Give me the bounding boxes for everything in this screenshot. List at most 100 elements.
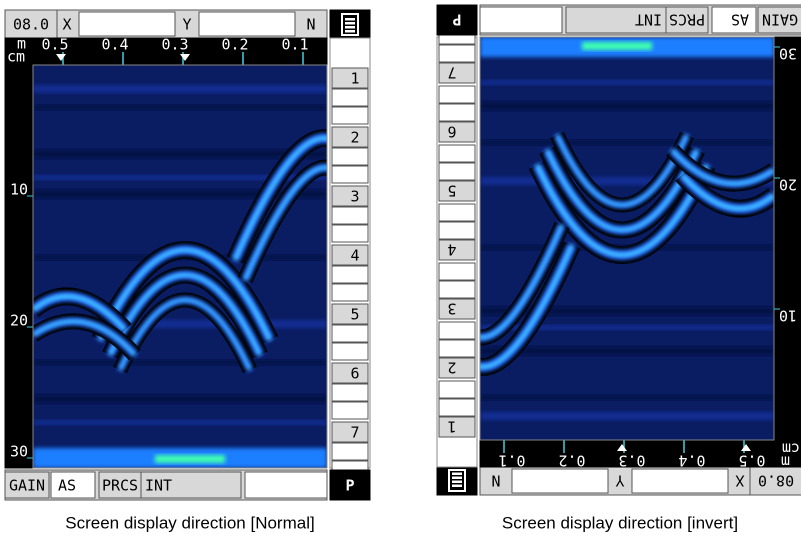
channel-slot — [332, 266, 368, 283]
depth-axis — [774, 37, 801, 467]
distance-tick-label: 0.1 — [498, 452, 525, 470]
channel-label: 1 — [447, 418, 456, 436]
gain-label: GAIN — [9, 477, 45, 495]
distance-tick-label: 0.3 — [618, 452, 645, 470]
n-label: N — [306, 16, 315, 34]
radar-band — [480, 395, 774, 400]
caption: Screen display direction [invert] — [502, 513, 738, 532]
radar-image — [33, 65, 345, 468]
channel-label: 6 — [447, 123, 456, 141]
battery-level — [345, 26, 355, 29]
radar-band — [33, 360, 327, 365]
channel-label: 3 — [447, 300, 456, 318]
gain-label: GAIN — [762, 11, 798, 29]
channel-slot — [439, 45, 475, 62]
range-value: 08.0 — [13, 16, 49, 34]
channel-slot — [332, 89, 368, 106]
channel-label: 2 — [350, 129, 359, 147]
channel-label: 4 — [350, 247, 359, 265]
depth-tick-label: 20 — [10, 312, 28, 330]
channel-slot — [332, 148, 368, 165]
channel-label: 4 — [447, 241, 456, 259]
channel-slot — [332, 284, 368, 301]
p-label: P — [345, 477, 354, 495]
battery-level — [452, 473, 462, 476]
x-field — [632, 469, 728, 493]
bottom-field — [245, 472, 327, 498]
channel-slot — [439, 222, 475, 239]
caption: Screen display direction [Normal] — [65, 513, 314, 532]
radar-band — [33, 105, 327, 110]
battery-level — [452, 481, 462, 484]
distance-tick-label: 0.5 — [41, 36, 68, 54]
depth-tick-label: 30 — [10, 443, 28, 461]
radar-band — [33, 420, 327, 425]
y-field — [512, 469, 608, 493]
radar-band — [33, 395, 327, 403]
depth-unit: cm — [782, 440, 800, 458]
depth-tick-label: 10 — [779, 307, 797, 325]
radar-band — [480, 140, 774, 145]
channel-slot — [332, 166, 368, 183]
channel-label: 1 — [350, 70, 359, 88]
channel-slot — [332, 325, 368, 342]
distance-tick-label: 0.1 — [281, 36, 308, 54]
n-label: N — [491, 472, 500, 490]
radar-bg — [33, 65, 327, 468]
channel-slot — [332, 107, 368, 124]
battery-level — [345, 18, 355, 21]
y-field — [199, 12, 295, 36]
prcs-label: PRCS — [102, 477, 138, 495]
channel-slot — [439, 104, 475, 121]
distance-tick-label: 0.2 — [221, 36, 248, 54]
channel-label: 7 — [447, 64, 456, 82]
normal-panel: 08.0XYNmcm0.50.40.30.20.11020301234567GA… — [5, 10, 370, 500]
channel-slot — [439, 381, 475, 398]
channel-slot — [439, 263, 475, 280]
channel-slot — [439, 340, 475, 357]
depth-tick-label: 20 — [779, 176, 797, 194]
radar-band — [480, 412, 774, 420]
battery-level — [452, 485, 462, 488]
channel-label: 5 — [447, 182, 456, 200]
depth-unit: cm — [7, 48, 25, 66]
invert-panel: 08.0XYNmcm0.50.40.30.20.11020301234567GA… — [437, 5, 801, 495]
channel-slot — [332, 343, 368, 360]
channel-label: 6 — [350, 365, 359, 383]
channel-slot — [332, 225, 368, 242]
radar-image — [462, 37, 774, 440]
channel-label: 7 — [350, 424, 359, 442]
x-field — [79, 12, 175, 36]
battery-level — [345, 30, 355, 33]
distance-tick-label: 0.3 — [161, 36, 188, 54]
distance-tick-label: 0.2 — [558, 452, 585, 470]
radar-band — [582, 42, 652, 50]
channel-label: 2 — [447, 359, 456, 377]
screenshot: 08.0XYNmcm0.50.40.30.20.11020301234567GA… — [0, 0, 801, 538]
channel-label: 5 — [350, 306, 359, 324]
channel-slot — [439, 86, 475, 103]
battery-level — [452, 477, 462, 480]
channel-slot — [439, 163, 475, 180]
radar-band — [480, 80, 774, 85]
radar-band — [33, 85, 327, 93]
p-label: P — [452, 11, 461, 29]
distance-tick-label: 0.4 — [101, 36, 128, 54]
radar-band — [155, 455, 225, 463]
channel-label: 3 — [350, 188, 359, 206]
y-label: Y — [615, 472, 624, 490]
channel-slot — [332, 207, 368, 224]
prcs-mode: INT — [145, 477, 172, 495]
gain-mode: AS — [58, 477, 76, 495]
prcs-label: PRCS — [669, 11, 705, 29]
channel-slot — [439, 399, 475, 416]
channel-slot — [439, 322, 475, 339]
distance-tick-label: 0.5 — [738, 452, 765, 470]
channel-slot — [439, 281, 475, 298]
channel-slot — [439, 145, 475, 162]
channel-slot — [439, 204, 475, 221]
range-value: 08.0 — [758, 472, 794, 490]
channel-slot — [332, 402, 368, 419]
x-label: X — [62, 16, 71, 34]
depth-tick-label: 10 — [10, 181, 28, 199]
